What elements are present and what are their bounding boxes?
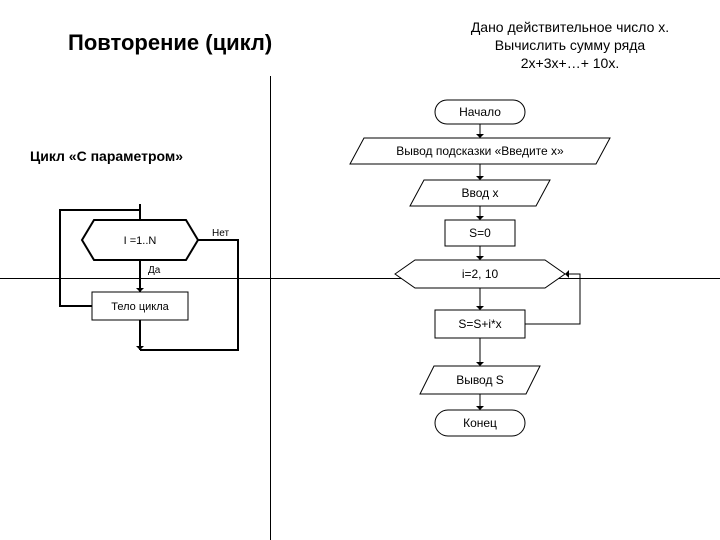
svg-text:Начало: Начало	[459, 105, 501, 119]
task-line2: Вычислить сумму ряда	[495, 37, 645, 53]
svg-text:S=S+i*x: S=S+i*x	[458, 317, 501, 331]
task-text: Дано действительное число х. Вычислить с…	[440, 18, 700, 73]
task-line3: 2x+3x+…+ 10x.	[521, 55, 619, 71]
svg-text:Вывод подсказки «Введите х»: Вывод подсказки «Введите х»	[396, 144, 564, 158]
svg-text:S=0: S=0	[469, 226, 491, 240]
svg-text:I =1..N: I =1..N	[124, 235, 157, 247]
page-title: Повторение (цикл)	[68, 30, 272, 56]
subtitle: Цикл «С параметром»	[30, 148, 183, 164]
svg-text:Тело цикла: Тело цикла	[111, 301, 169, 313]
svg-text:Вывод S: Вывод S	[456, 373, 504, 387]
vertical-divider	[270, 76, 271, 540]
svg-text:Да: Да	[148, 265, 161, 276]
left-diagram: I =1..N Да Нет Тело цикла	[20, 200, 250, 370]
svg-text:Нет: Нет	[212, 228, 229, 239]
task-line1: Дано действительное число х.	[471, 19, 669, 35]
svg-text:Ввод х: Ввод х	[462, 186, 499, 200]
svg-text:Конец: Конец	[463, 416, 497, 430]
flowchart: Начало Вывод подсказки «Введите х» Ввод х S…	[300, 90, 620, 510]
svg-text:i=2, 10: i=2, 10	[462, 267, 499, 281]
